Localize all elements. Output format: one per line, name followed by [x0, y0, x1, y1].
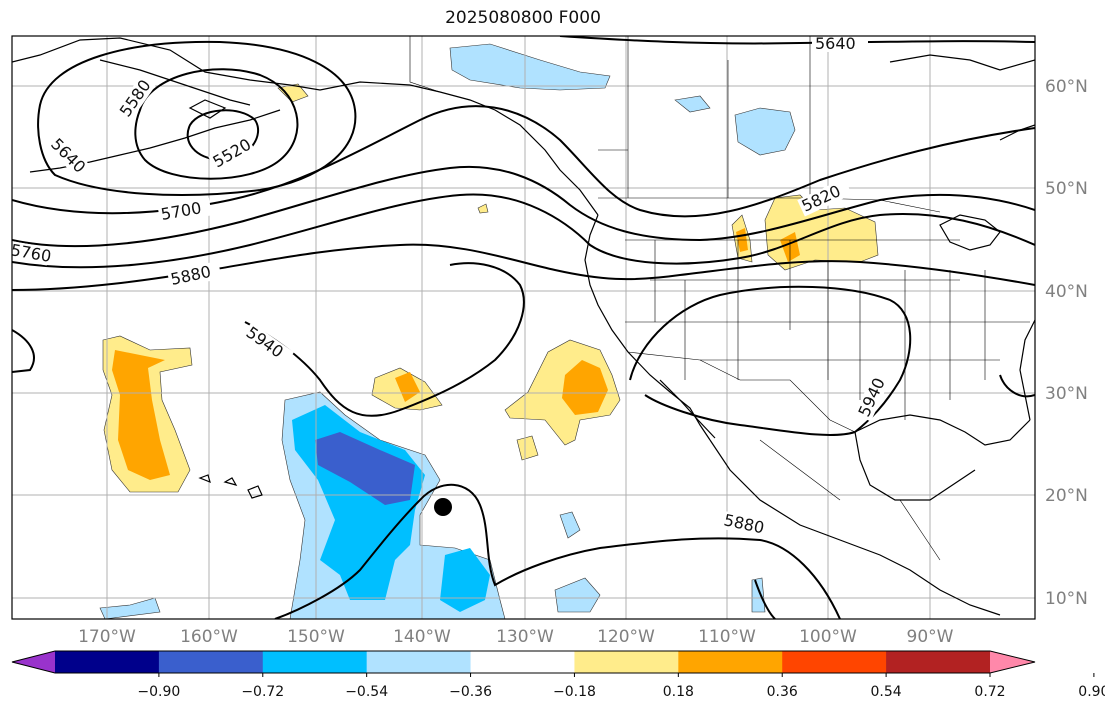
contour-5880-south [274, 483, 841, 619]
positive-anomaly-east-core [562, 360, 608, 415]
colorbar-swatch [574, 651, 679, 673]
anomaly-shading [99, 43, 879, 619]
colorbar-swatch [55, 651, 160, 673]
colorbar-tick-label: −0.18 [553, 684, 596, 700]
positive-anomaly-mid-core [395, 372, 420, 402]
colorbar-extend-low [12, 651, 55, 673]
colorbar-tick-label: −0.36 [449, 684, 492, 700]
negative-anomaly-small-2 [559, 511, 581, 539]
colorbar-tick-label: 0.90 [1078, 684, 1105, 700]
colorbar-swatch [678, 651, 783, 673]
negative-anomaly-north [449, 43, 611, 91]
contour-5760 [12, 165, 1035, 248]
negative-anomaly-canada [734, 107, 796, 156]
contour-5580 [134, 68, 299, 180]
lat-label: 10°N [1045, 589, 1088, 609]
positive-anomaly-small-1 [516, 435, 539, 461]
lon-label: 110°W [698, 627, 756, 647]
negative-anomaly-small-3 [554, 577, 601, 613]
colorbar-tick-label: −0.90 [137, 684, 180, 700]
plot-area [12, 36, 1035, 619]
negative-anomaly-small-5 [751, 577, 766, 613]
contour-5520 [186, 109, 260, 162]
colorbar: −0.90 −0.72 −0.54 −0.36 −0.18 0.18 0.36 0.54 0.7… [11, 650, 1105, 700]
colorbar-tick-label: 0.72 [974, 684, 1005, 700]
lon-label: 90°W [907, 627, 954, 647]
colorbar-swatch [158, 651, 264, 673]
negative-anomaly-south [440, 548, 490, 612]
lat-label: 40°N [1045, 282, 1088, 302]
lon-label: 160°W [180, 627, 238, 647]
positive-anomaly-west-core [112, 350, 170, 480]
colorbar-swatch [782, 651, 887, 673]
colorbar-swatch [366, 651, 472, 673]
lon-label: 120°W [597, 627, 655, 647]
contour-5700 [12, 105, 1035, 218]
negative-anomaly-small-1 [674, 95, 711, 113]
lat-label: 30°N [1045, 384, 1088, 404]
tropical-cyclone-marker [434, 498, 452, 516]
colorbar-swatch [886, 651, 991, 673]
colorbar-outline [11, 650, 1036, 674]
colorbar-extend-high [990, 651, 1035, 673]
contour-5820 [12, 193, 1035, 269]
latitude-labels: 60°N 50°N 40°N 30°N 20°N 10°N [1045, 77, 1088, 609]
lat-label: 50°N [1045, 179, 1088, 199]
colorbar-tick-label: −0.54 [345, 684, 388, 700]
lon-label: 100°W [799, 627, 857, 647]
contour-5640-north [559, 36, 1035, 45]
longitude-labels: 170°W 160°W 150°W 140°W 130°W 120°W 110°… [78, 627, 954, 647]
plot-frame [11, 35, 1036, 620]
colorbar-swatch [470, 651, 575, 673]
graticule [12, 36, 1035, 619]
colorbar-tick-label: 0.36 [767, 684, 798, 700]
lon-label: 130°W [496, 627, 554, 647]
contour-5640-west [37, 40, 357, 196]
lon-label: 170°W [78, 627, 136, 647]
contour-5940-pacific [244, 262, 525, 417]
map-title: 2025080800 F000 [445, 8, 601, 28]
colorbar-swatch [262, 651, 368, 673]
negative-anomaly-inner [315, 432, 415, 505]
lon-label: 150°W [287, 627, 345, 647]
lat-label: 60°N [1045, 77, 1088, 97]
contour-5940-mexico [629, 285, 912, 436]
colorbar-tick-label: −0.72 [241, 684, 284, 700]
positive-anomaly-small-2 [477, 203, 489, 214]
lat-label: 20°N [1045, 486, 1088, 506]
contour-label: 5640 [815, 34, 856, 53]
colorbar-tick-label: 0.54 [871, 684, 902, 700]
lon-label: 140°W [393, 627, 451, 647]
contour-5940-west [12, 329, 35, 373]
negative-anomaly-small-4 [99, 597, 161, 619]
colorbar-tick-label: 0.18 [663, 684, 694, 700]
